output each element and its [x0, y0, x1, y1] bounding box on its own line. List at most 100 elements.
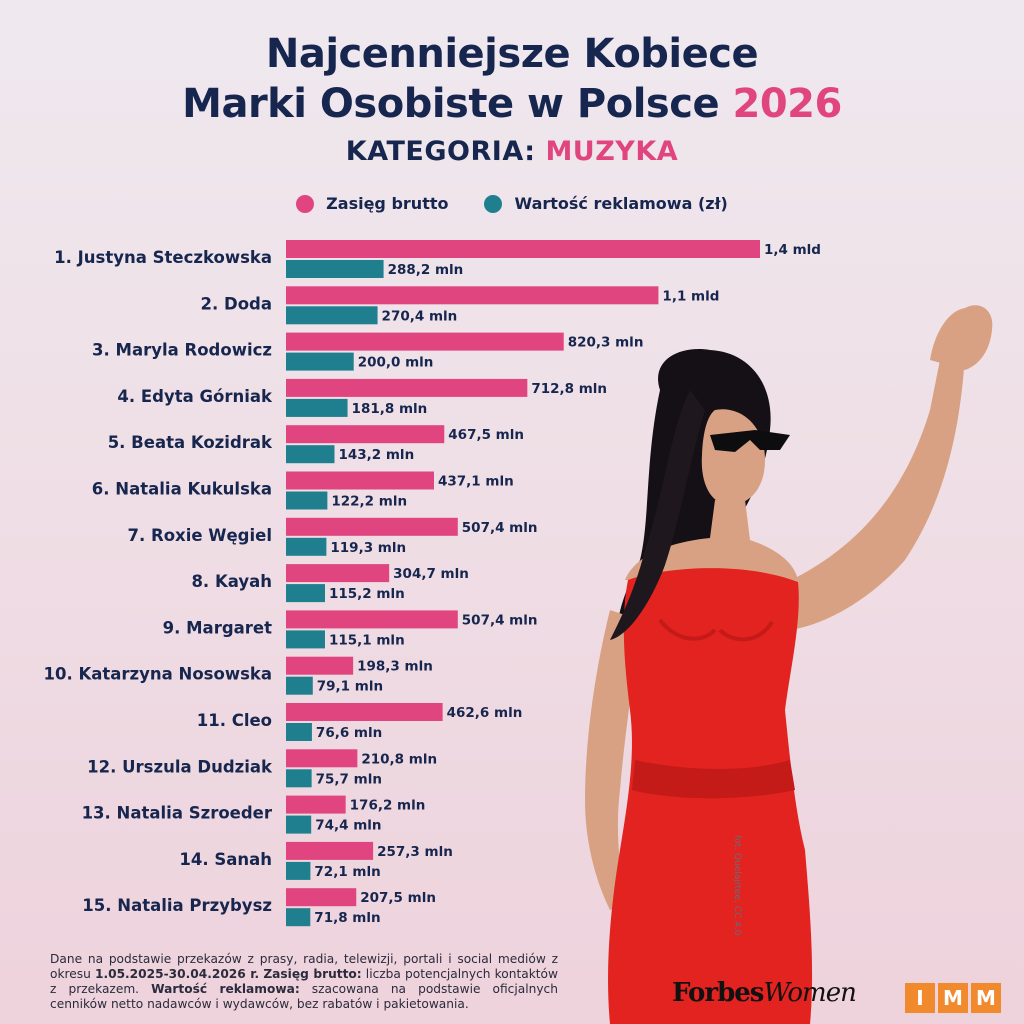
- bar-ad-value: [286, 260, 384, 278]
- bar-reach: [286, 425, 445, 444]
- data-label: 712,8 mln: [531, 381, 607, 397]
- category-label: 4. Edyta Górniak: [117, 387, 273, 406]
- legend-dot-value-icon: [484, 194, 503, 213]
- forbes-logo-italic: Women: [763, 978, 856, 1008]
- bar-ad-value: [286, 908, 311, 927]
- forbes-women-logo: ForbesWomen: [672, 978, 857, 1008]
- data-label: 467,5 mln: [448, 427, 524, 443]
- bar-reach: [286, 795, 346, 814]
- bar-ad-value: [286, 445, 335, 464]
- imm-logo-letter: M: [971, 983, 1001, 1013]
- bar-ad-value: [286, 861, 311, 880]
- bar-ad-value: [286, 537, 327, 556]
- bar-reach: [286, 610, 458, 629]
- bar-ad-value: [286, 584, 326, 603]
- legend-item-value: Wartość reklamowa (zł): [484, 194, 728, 213]
- data-label: 200,0 mln: [358, 355, 434, 371]
- page-title-line1: Najcenniejsze Kobiece: [265, 31, 759, 77]
- data-label: 115,2 mln: [329, 586, 405, 602]
- bar-reach: [286, 378, 528, 397]
- category-value: MUZYKA: [545, 136, 679, 167]
- category-label: KATEGORIA:: [345, 136, 536, 167]
- category-label: 2. Doda: [201, 294, 272, 313]
- category-label: 7. Roxie Węgiel: [128, 526, 272, 545]
- bar-reach: [286, 240, 760, 258]
- category-subtitle: KATEGORIA: MUZYKA: [0, 136, 1024, 167]
- bar-ad-value: [286, 676, 313, 695]
- bar-reach: [286, 564, 390, 583]
- footnote-value-def: szacowana na podstawie oficjalnych cenni…: [50, 982, 558, 1011]
- bar-ad-value: [286, 769, 312, 788]
- bar-ad-value: [286, 630, 325, 649]
- category-label: 12. Urszula Dudziak: [87, 757, 273, 776]
- data-label: 176,2 mln: [350, 798, 426, 814]
- bar-ad-value: [286, 815, 312, 834]
- photo-credit: fot. Quelajrtee, CC 4.0: [732, 835, 742, 936]
- footnote-period: 1.05.2025-30.04.2026 r.: [94, 967, 260, 981]
- data-label: 71,8 mln: [314, 910, 380, 926]
- data-label: 257,3 mln: [377, 844, 453, 860]
- data-label: 304,7 mln: [393, 566, 469, 582]
- methodology-footnote: Dane na podstawie przekazów z prasy, rad…: [50, 952, 558, 1012]
- data-label: 288,2 mln: [388, 262, 464, 278]
- category-label: 10. Katarzyna Nosowska: [43, 665, 272, 684]
- category-label: 11. Cleo: [197, 711, 272, 730]
- legend-dot-reach-icon: [296, 194, 315, 213]
- bar-reach: [286, 332, 564, 351]
- data-label: 79,1 mln: [317, 679, 383, 695]
- footnote-reach-term: Zasięg brutto:: [263, 967, 362, 981]
- footnote-value-term: Wartość reklamowa:: [151, 982, 300, 996]
- data-label: 198,3 mln: [357, 659, 433, 675]
- category-label: 8. Kayah: [191, 572, 272, 591]
- imm-logo-letter: M: [938, 983, 968, 1013]
- imm-logo: I M M: [905, 983, 1001, 1013]
- bar-ad-value: [286, 398, 348, 417]
- bar-ad-value: [286, 491, 328, 510]
- data-label: 115,1 mln: [329, 632, 405, 648]
- category-label: 6. Natalia Kukulska: [92, 480, 272, 499]
- category-label: 9. Margaret: [163, 618, 272, 637]
- data-label: 143,2 mln: [338, 447, 414, 463]
- category-label: 5. Beata Kozidrak: [108, 433, 273, 452]
- legend-label-reach: Zasięg brutto: [326, 194, 449, 213]
- data-label: 507,4 mln: [462, 612, 538, 628]
- singer-photo-image: [585, 305, 993, 1024]
- legend-item-reach: Zasięg brutto: [296, 194, 448, 213]
- bar-ad-value: [286, 723, 312, 741]
- data-label: 507,4 mln: [462, 520, 538, 536]
- imm-logo-letter: I: [905, 983, 935, 1013]
- bar-reach: [286, 888, 357, 907]
- bar-reach: [286, 656, 354, 675]
- data-label: 74,4 mln: [315, 818, 381, 834]
- data-label: 72,1 mln: [314, 864, 380, 880]
- page-title-line2: Marki Osobiste w Polsce 2026: [0, 80, 1024, 128]
- bar-ad-value: [286, 306, 378, 325]
- data-label: 820,3 mln: [568, 335, 644, 351]
- legend-label-value: Wartość reklamowa (zł): [514, 194, 728, 213]
- data-label: 1,1 mld: [662, 288, 719, 304]
- data-label: 270,4 mln: [382, 308, 458, 324]
- data-label: 207,5 mln: [360, 890, 436, 906]
- bar-ad-value: [286, 352, 354, 371]
- data-label: 210,8 mln: [361, 751, 437, 767]
- bar-reach: [286, 517, 458, 536]
- data-label: 76,6 mln: [316, 725, 382, 741]
- title-year: 2026: [732, 81, 843, 127]
- chart-legend: Zasięg brutto Wartość reklamowa (zł): [0, 194, 1024, 213]
- category-label: 13. Natalia Szroeder: [82, 804, 273, 823]
- data-label: 119,3 mln: [330, 540, 406, 556]
- forbes-logo-main: Forbes: [672, 978, 764, 1008]
- data-label: 122,2 mln: [331, 494, 407, 510]
- category-label: 3. Maryla Rodowicz: [92, 341, 272, 360]
- category-label: 14. Sanah: [179, 850, 272, 869]
- footnote-intro: Dane na podstawie przekazów z prasy, rad…: [50, 952, 558, 981]
- data-label: 1,4 mld: [764, 242, 821, 258]
- footnote-reach-def: liczba potencjalnych kontaktów z przekaz…: [50, 967, 558, 996]
- data-label: 462,6 mln: [447, 705, 523, 721]
- category-label: 15. Natalia Przybysz: [82, 896, 272, 915]
- data-label: 75,7 mln: [316, 771, 382, 787]
- title-main: Marki Osobiste w Polsce: [182, 81, 720, 127]
- bar-reach: [286, 286, 659, 305]
- bar-reach: [286, 703, 443, 721]
